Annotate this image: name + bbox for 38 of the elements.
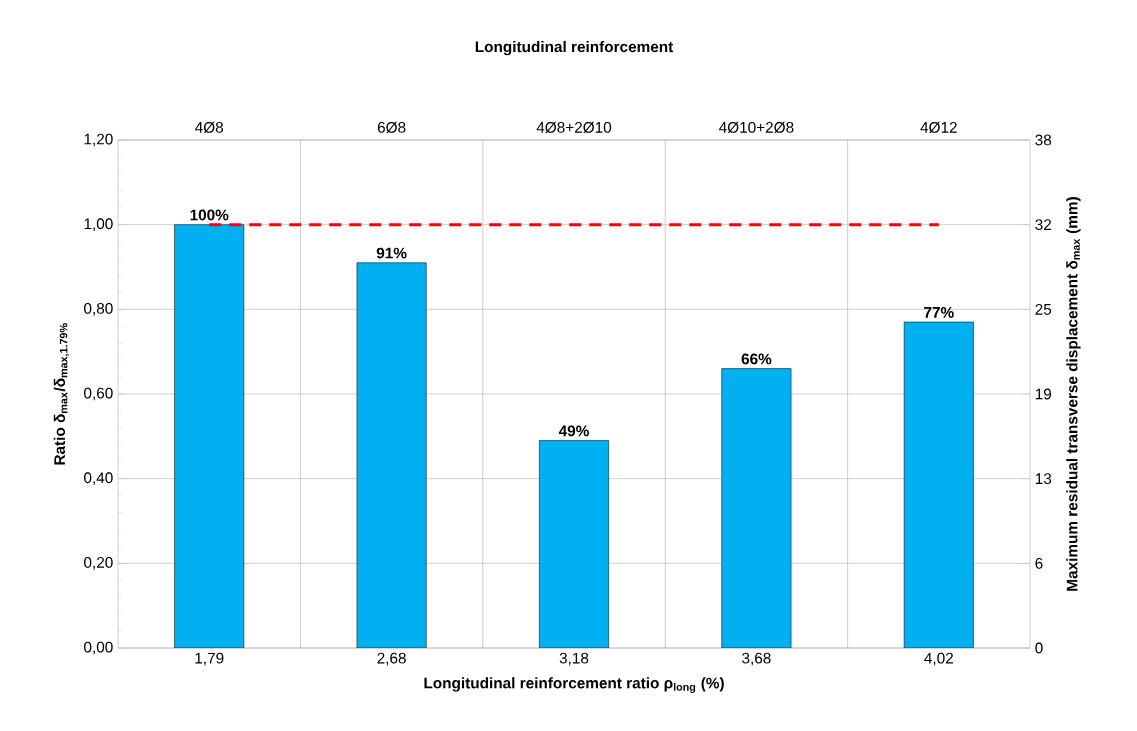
y2-tick-label: 38 (1035, 134, 1052, 146)
data-label: 66% (741, 353, 772, 365)
data-label: 77% (924, 306, 954, 318)
y2-tick-label: 13 (1035, 473, 1052, 485)
text: 4Ø12 (920, 121, 957, 134)
text: 4Ø8+2Ø10 (536, 121, 612, 134)
bar (903, 321, 974, 648)
bar (356, 262, 427, 648)
y2-axis-title: Maximum residual transverse displacement δ$_{max}$ (mm) (1066, 197, 1081, 591)
x-axis-title: Longitudinal reinforcement ratio ρ$_{long}$ (%) (424, 677, 724, 693)
y-tick-label: 0,20 (84, 557, 113, 570)
y-axis-title: Ratio δ$_{max}$/δ$_{max,1.79%}$ (53, 323, 69, 465)
bar (539, 440, 609, 648)
text: 4Ø10+2Ø8 (719, 121, 794, 134)
x-tick-label: 4,02 (924, 652, 953, 666)
x-tick-label: 3,18 (559, 652, 589, 666)
y-tick-label: 0,00 (84, 641, 113, 655)
y-tick-label: 0,40 (84, 472, 113, 485)
y-tick-label: 1,20 (84, 133, 113, 147)
x-tick-label: 2,68 (377, 652, 406, 666)
x-tick-label: 3,68 (742, 652, 771, 666)
x2-axis-title: Longitudinal reinforcement (475, 40, 674, 56)
bar (174, 224, 245, 648)
y2-tick-label: 6 (1035, 557, 1043, 569)
text: 4Ø8 (195, 121, 224, 134)
y2-tick-label: 19 (1035, 388, 1052, 400)
text: 6Ø8 (377, 121, 406, 134)
data-label: 100% (190, 209, 229, 221)
data-label: 49% (558, 425, 589, 437)
y2-tick-label: 0 (1035, 642, 1043, 654)
data-label: 91% (376, 247, 407, 259)
bar (721, 368, 792, 648)
y-tick-label: 0,80 (84, 302, 113, 316)
y-tick-label: 1,00 (84, 218, 113, 231)
y-tick-label: 0,60 (84, 387, 113, 401)
y2-tick-label: 25 (1035, 303, 1052, 315)
y2-tick-label: 32 (1035, 219, 1052, 231)
x-tick-label: 1,79 (195, 652, 224, 666)
